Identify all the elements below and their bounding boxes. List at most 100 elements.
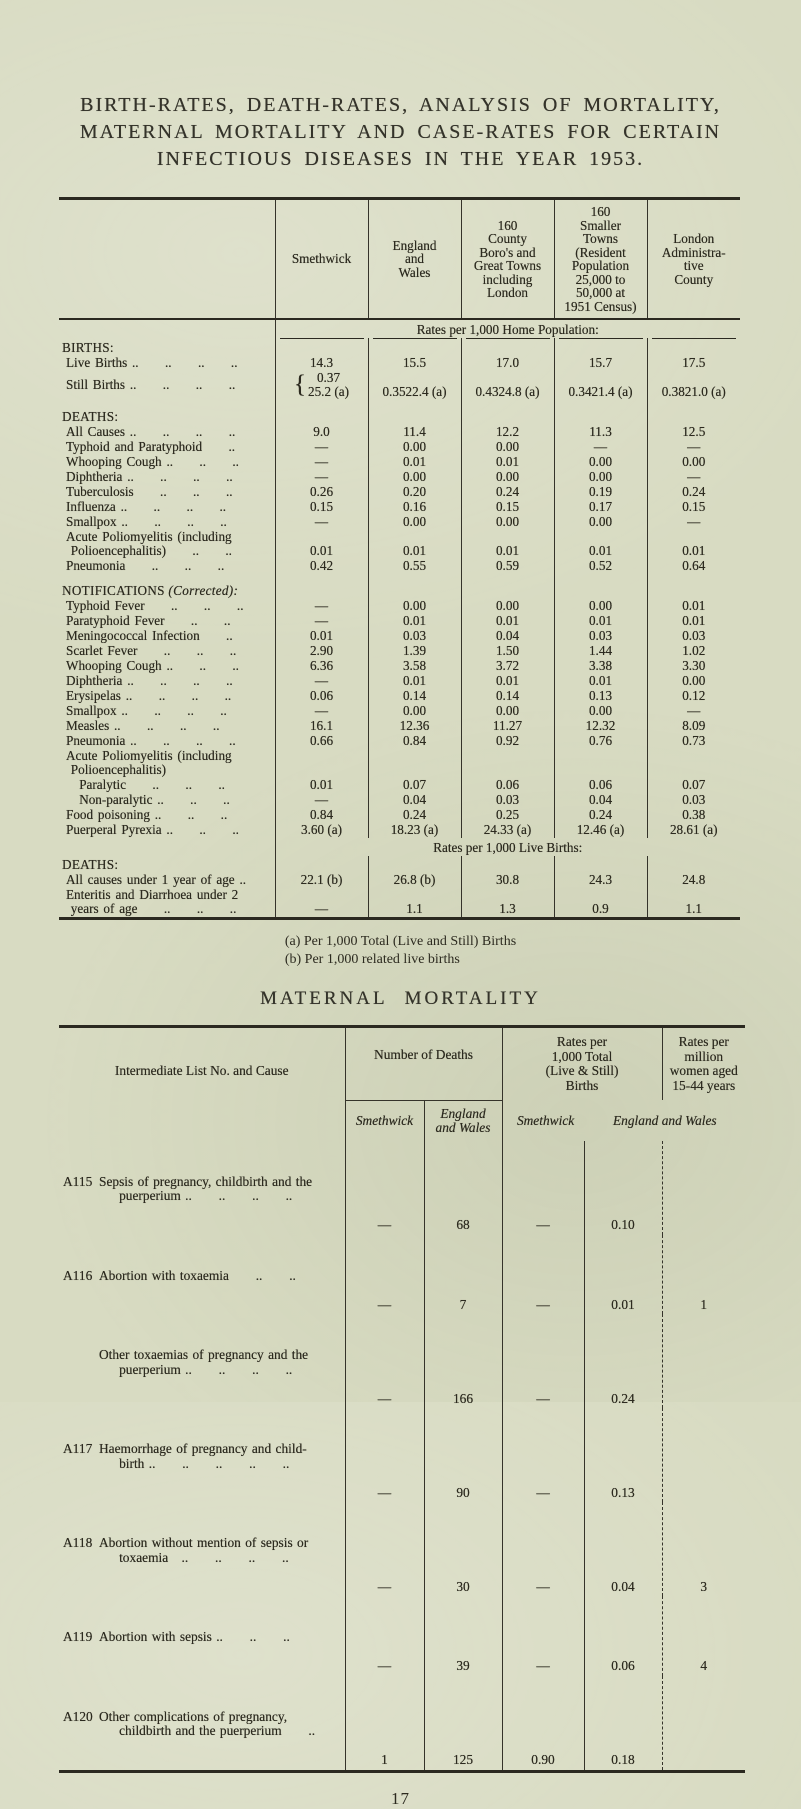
cell-rate-per-million — [661, 1408, 746, 1502]
subcol-header-rates-england-wales: England and Wales — [612, 1112, 717, 1128]
row-label: Smallpox .. .. .. .. — [66, 703, 227, 718]
cell: 0.00 — [460, 704, 554, 719]
cell-rate-per-million — [661, 1140, 746, 1235]
cell: 0.03 — [646, 793, 740, 808]
cause-text: Abortion with sepsis .. .. .. — [99, 1629, 290, 1644]
band-label-live-births: Rates per 1,000 Live Births: — [274, 838, 740, 856]
cell: 3.72 — [460, 659, 554, 674]
cell-deaths-smethwick: — — [344, 1314, 424, 1408]
cell-deaths-smethwick: — — [344, 1596, 424, 1676]
notification-rows: Typhoid Fever .. .. .. — 0.00 0.00 0.00 … — [59, 599, 740, 749]
row-label: Acute Poliomyelitis (including Polioence… — [66, 748, 232, 777]
cell: — — [274, 704, 368, 719]
cell: 0.01 — [274, 530, 368, 559]
cell-rate-smethwick: — — [501, 1408, 585, 1502]
row-label: Enteritis and Diarrhoea under 2 years of… — [66, 887, 239, 916]
cell: 0.07 — [646, 778, 740, 793]
maternal-mortality-heading: MATERNAL MORTALITY — [260, 988, 541, 1009]
cell: 0.84 — [367, 734, 461, 749]
cell: 1.44 — [553, 644, 647, 659]
col-header-england-wales: England and Wales — [367, 198, 461, 319]
cell-deaths-smethwick: 1 — [344, 1675, 424, 1771]
spacer-row — [59, 400, 740, 408]
cell: 0.15 — [646, 500, 740, 515]
subcol-header-rates: Smethwick England and Wales — [501, 1100, 746, 1141]
cause-text: Other toxaemias of pregnancy and the pue… — [99, 1347, 309, 1377]
page-number: 17 — [391, 1788, 410, 1808]
cell: — — [274, 440, 368, 455]
cell: 0.9 — [553, 888, 647, 919]
section-header-births: BIRTHS: — [62, 340, 114, 355]
cell: 0.12 — [646, 689, 740, 704]
cell-rate-england-wales: 0.01 — [583, 1234, 663, 1314]
cell-deaths-england-wales: 90 — [423, 1408, 503, 1502]
col-header-rate-per-1000-births: Rates per 1,000 Total (Live & Still) Bir… — [501, 1026, 663, 1100]
table-row: All Causes .. .. .. .. 9.0 11.4 12.2 11.… — [59, 425, 740, 440]
cell: 0.01 — [553, 674, 647, 689]
cell: 0.00 — [460, 515, 554, 530]
row-label: All causes under 1 year of age .. — [66, 872, 247, 887]
cell-rate-england-wales: 0.06 — [583, 1596, 663, 1676]
cell: 0.01 — [274, 778, 368, 793]
cell: 0.24 — [367, 808, 461, 823]
cell: 15.7 — [553, 356, 647, 371]
table-row: Scarlet Fever .. .. .. 2.90 1.39 1.50 1.… — [59, 644, 740, 659]
table-row: Whooping Cough .. .. .. — 0.01 0.01 0.00… — [59, 455, 740, 470]
cell: 0.16 — [367, 500, 461, 515]
cell: 0.13 — [553, 689, 647, 704]
cell: 0.01 — [646, 614, 740, 629]
cell: 12.5 — [646, 425, 740, 440]
cell-deaths-england-wales: 68 — [423, 1140, 503, 1235]
row-label: Meningococcal Infection .. — [66, 628, 233, 643]
table-row: Measles .. .. .. .. 16.1 12.36 11.27 12.… — [59, 719, 740, 734]
table-row: Erysipelas .. .. .. .. 0.06 0.14 0.14 0.… — [59, 689, 740, 704]
row-label: Food poisoning .. .. .. — [66, 807, 228, 822]
table-row: Influenza .. .. .. .. 0.15 0.16 0.15 0.1… — [59, 500, 740, 515]
maternal-mortality-table: Intermediate List No. and Cause Number o… — [59, 1025, 746, 1773]
cell: 0.07 — [367, 778, 461, 793]
cell: 0.01 — [367, 614, 461, 629]
section-row-deaths: DEATHS: — [59, 408, 740, 425]
cell: 11.3 — [553, 425, 647, 440]
col-header-smaller-towns: 160 Smaller Towns (Resident Population 2… — [553, 198, 647, 319]
table-row: A117 Haemorrhage of pregnancy and child-… — [59, 1408, 746, 1502]
cause-cell: Other toxaemias of pregnancy and the pue… — [59, 1314, 345, 1408]
subcol-header-england-wales: England and Wales — [423, 1100, 503, 1141]
cell: 22.1 (b) — [274, 873, 368, 888]
cell: 0.03 — [367, 629, 461, 644]
cause-text: Abortion with toxaemia .. .. — [99, 1267, 296, 1283]
row-label: Pneumonia .. .. .. — [66, 558, 225, 573]
cell-rate-smethwick: — — [501, 1502, 585, 1596]
table-row-live-births: Live Births .. .. .. .. 14.3 15.5 17.0 1… — [59, 356, 740, 371]
row-label: Influenza .. .. .. .. — [66, 499, 227, 514]
cell: 0.00 — [646, 674, 740, 689]
brace-glyph: { — [293, 370, 306, 398]
title-line-3: INFECTIOUS DISEASES IN THE YEAR 1953. — [156, 148, 645, 170]
cell: — — [274, 614, 368, 629]
cell-rate-per-million — [661, 1675, 746, 1771]
row-label: Whooping Cough .. .. .. — [66, 658, 239, 673]
cell-rate-smethwick: — — [501, 1596, 585, 1676]
cell: 0.00 — [553, 599, 647, 614]
cell-rate-smethwick: — — [501, 1234, 585, 1314]
notification-rows-continued: Paralytic .. .. .. 0.01 0.07 0.06 0.06 0… — [59, 778, 740, 838]
cell: 1.1 — [646, 888, 740, 919]
cell: 0.01 — [460, 674, 554, 689]
table-row: Enteritis and Diarrhoea under 2 years of… — [59, 888, 740, 919]
cell: 0.92 — [460, 734, 554, 749]
cell: 3.38 — [553, 659, 647, 674]
cell-deaths-england-wales: 125 — [423, 1675, 503, 1771]
table-row: Food poisoning .. .. .. 0.84 0.24 0.25 0… — [59, 808, 740, 823]
row-label: Diphtheria .. .. .. .. — [66, 673, 233, 688]
cell: 0.01 — [460, 614, 554, 629]
cell: 28.61 (a) — [646, 823, 740, 838]
cell: 0.24 — [460, 485, 554, 500]
cell: 12.32 — [553, 719, 647, 734]
cell: 0.76 — [553, 734, 647, 749]
cell: 15.5 — [367, 356, 461, 371]
cause-number: A120 — [63, 1708, 93, 1724]
cell: 0.00 — [367, 599, 461, 614]
cell: 0.03 — [553, 629, 647, 644]
table-row: A119 Abortion with sepsis .. .. .. — 39 … — [59, 1596, 746, 1676]
row-label: Puerperal Pyrexia .. .. .. — [66, 822, 239, 837]
